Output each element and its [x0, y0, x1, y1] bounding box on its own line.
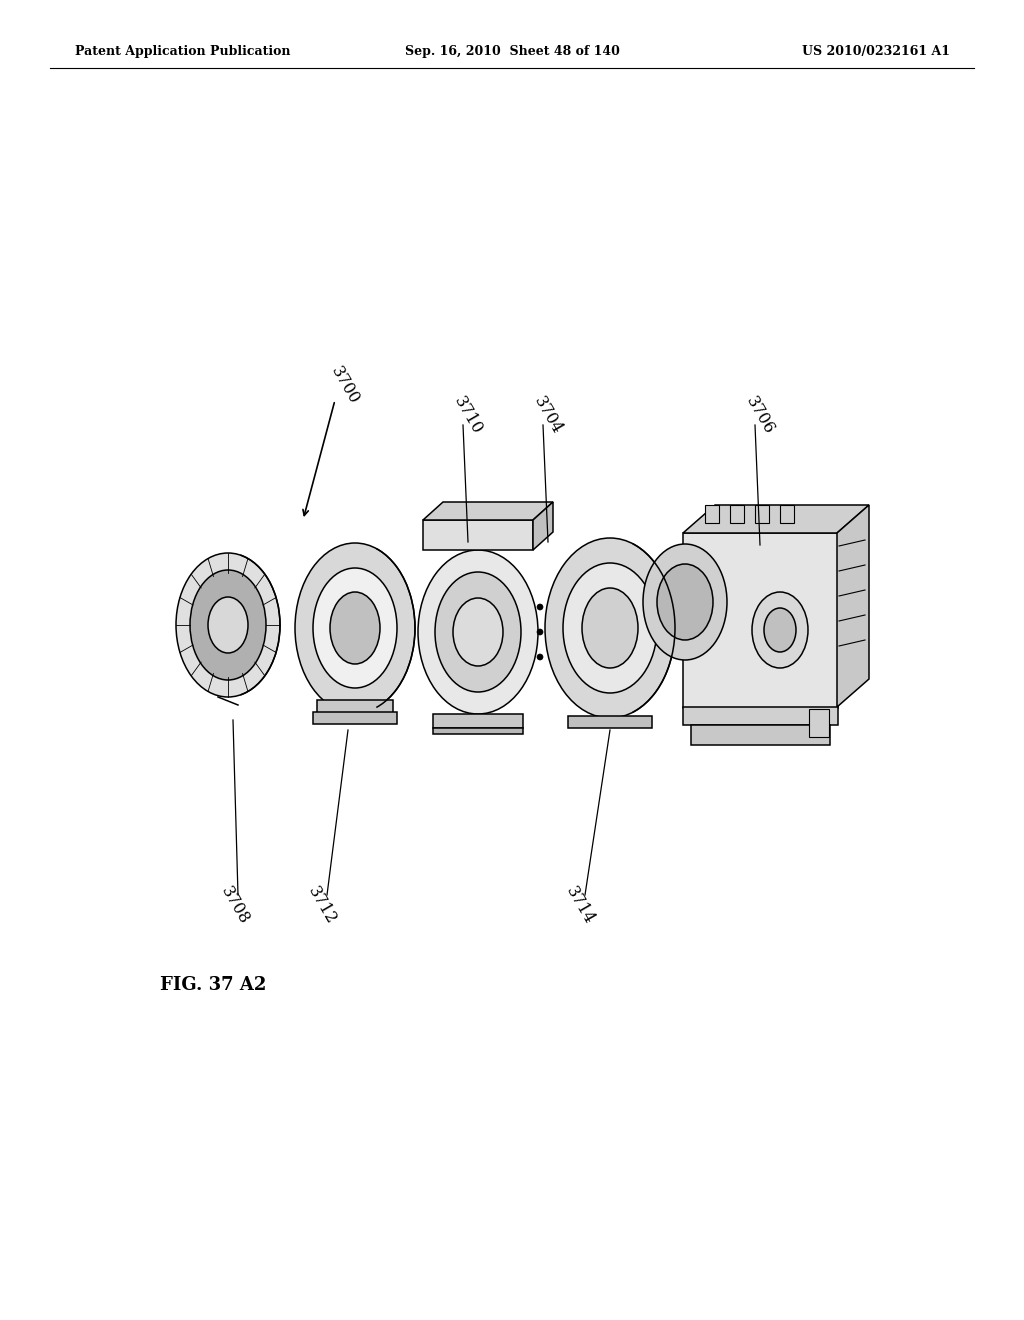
- Bar: [730, 506, 744, 523]
- Ellipse shape: [643, 544, 727, 660]
- Text: 3710: 3710: [451, 393, 485, 437]
- Ellipse shape: [657, 564, 713, 640]
- Bar: [755, 506, 769, 523]
- Ellipse shape: [752, 591, 808, 668]
- Text: Sep. 16, 2010  Sheet 48 of 140: Sep. 16, 2010 Sheet 48 of 140: [404, 45, 620, 58]
- Bar: [780, 506, 794, 523]
- Polygon shape: [568, 715, 652, 729]
- Ellipse shape: [545, 539, 675, 718]
- Ellipse shape: [537, 605, 543, 610]
- Bar: [683, 533, 838, 708]
- Polygon shape: [433, 714, 523, 729]
- Text: Patent Application Publication: Patent Application Publication: [75, 45, 291, 58]
- Ellipse shape: [537, 630, 543, 635]
- Ellipse shape: [453, 598, 503, 667]
- Polygon shape: [423, 502, 553, 520]
- Ellipse shape: [330, 591, 380, 664]
- Bar: [683, 708, 838, 725]
- Text: 3704: 3704: [530, 393, 565, 437]
- Ellipse shape: [313, 568, 397, 688]
- Ellipse shape: [295, 543, 415, 713]
- Text: 3700: 3700: [328, 363, 362, 407]
- Text: 3708: 3708: [217, 883, 253, 927]
- Bar: [433, 729, 523, 734]
- Bar: [809, 709, 829, 737]
- Polygon shape: [534, 502, 553, 550]
- Ellipse shape: [764, 609, 796, 652]
- Ellipse shape: [537, 653, 543, 660]
- Polygon shape: [683, 506, 869, 533]
- Bar: [691, 725, 830, 744]
- Bar: [313, 711, 397, 723]
- Bar: [705, 506, 719, 523]
- Ellipse shape: [418, 550, 538, 714]
- Ellipse shape: [176, 553, 280, 697]
- Polygon shape: [317, 700, 393, 713]
- Ellipse shape: [435, 572, 521, 692]
- Ellipse shape: [563, 564, 657, 693]
- Polygon shape: [423, 520, 534, 550]
- Text: 3714: 3714: [562, 883, 598, 927]
- Ellipse shape: [582, 587, 638, 668]
- Text: 3712: 3712: [304, 883, 340, 927]
- Text: 3706: 3706: [742, 393, 777, 437]
- Ellipse shape: [208, 597, 248, 653]
- Polygon shape: [837, 506, 869, 708]
- Text: US 2010/0232161 A1: US 2010/0232161 A1: [802, 45, 950, 58]
- Text: FIG. 37 A2: FIG. 37 A2: [160, 975, 266, 994]
- Ellipse shape: [190, 570, 266, 680]
